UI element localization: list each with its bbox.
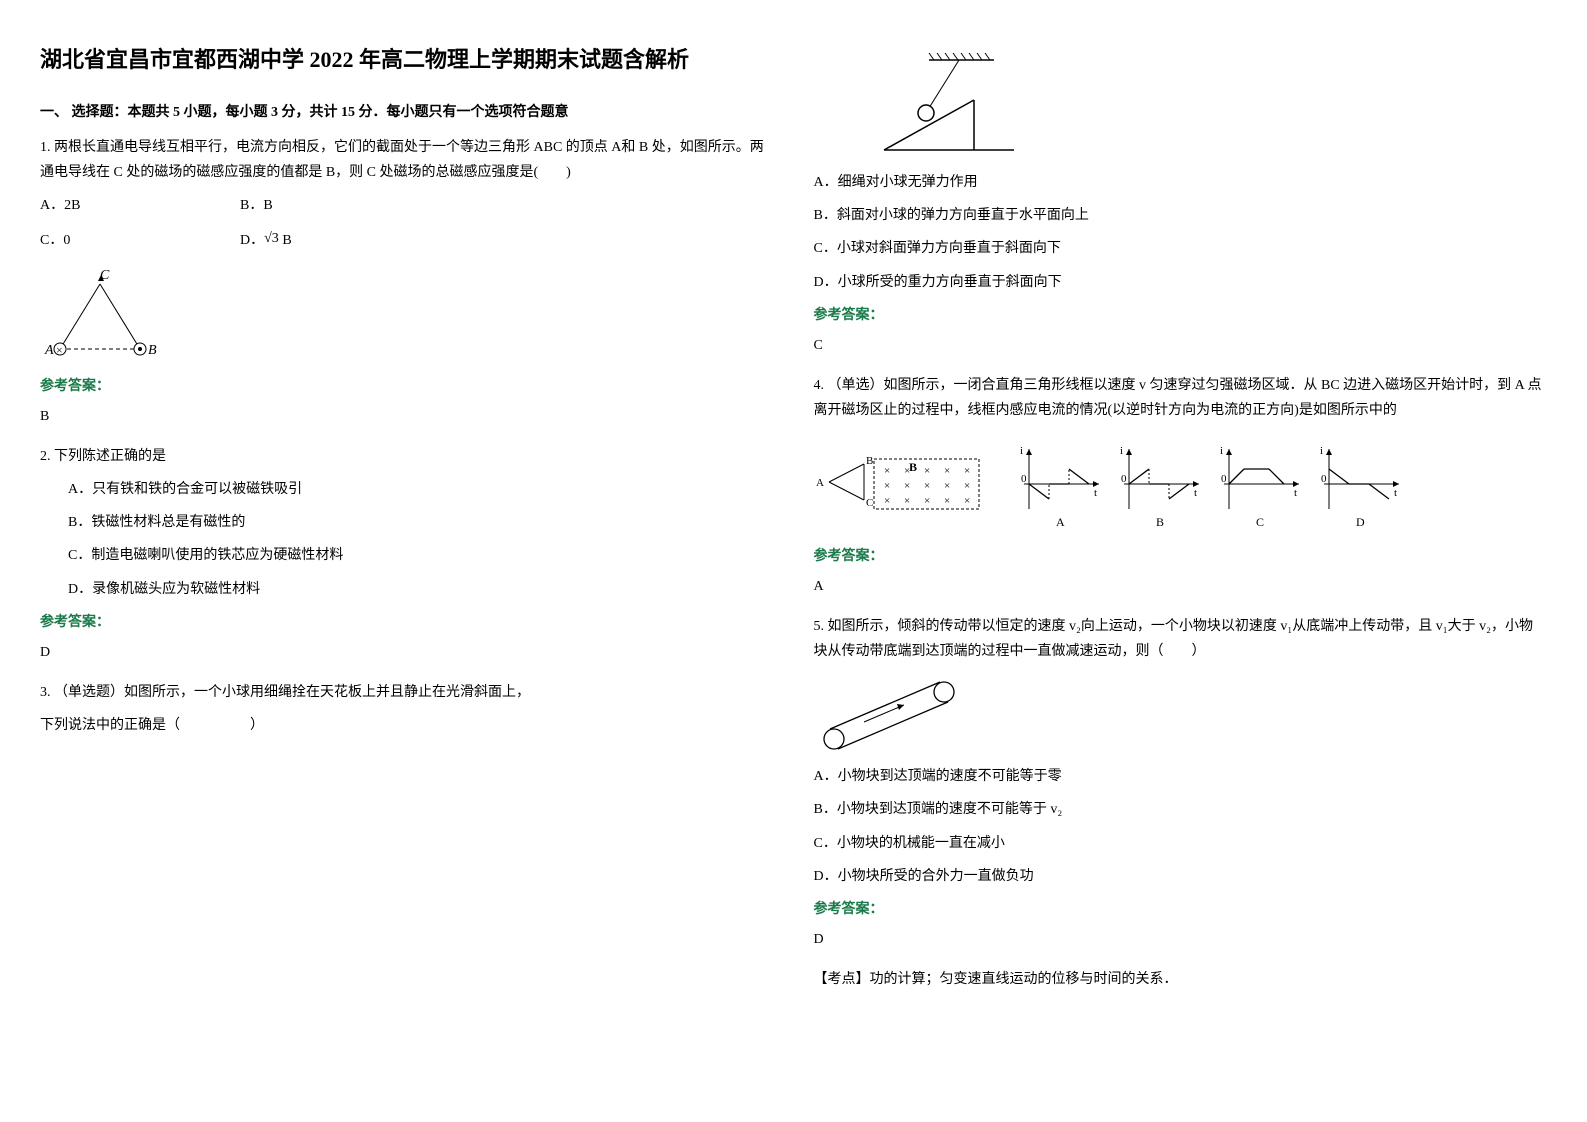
option-a: A．细绳对小球无弹力作用 <box>814 170 1548 195</box>
question-text: 下列说法中的正确是（ ） <box>40 713 774 738</box>
svg-text:×: × <box>944 495 950 507</box>
question-text: 1. 两根长直通电导线互相平行，电流方向相反，它们的截面处于一个等边三角形 AB… <box>40 135 774 185</box>
svg-text:t: t <box>1394 487 1397 499</box>
option-b: B．铁磁性材料总是有磁性的 <box>68 510 774 535</box>
svg-text:D: D <box>1356 515 1365 529</box>
triangle-diagram: C A × B <box>40 264 774 364</box>
svg-text:×: × <box>924 480 930 492</box>
exam-note: 【考点】功的计算；匀变速直线运动的位移与时间的关系． <box>814 967 1548 992</box>
svg-text:×: × <box>944 465 950 477</box>
svg-text:×: × <box>884 465 890 477</box>
option-c: C．制造电磁喇叭使用的铁芯应为硬磁性材料 <box>68 543 774 568</box>
svg-text:×: × <box>924 495 930 507</box>
question-2: 2. 下列陈述正确的是 A．只有铁和铁的合金可以被磁铁吸引 B．铁磁性材料总是有… <box>40 444 774 665</box>
answer-label: 参考答案： <box>814 897 1548 922</box>
svg-text:A: A <box>816 477 824 489</box>
option-a: A．小物块到达顶端的速度不可能等于零 <box>814 764 1548 789</box>
svg-text:×: × <box>924 465 930 477</box>
answer-value: A <box>814 574 1548 599</box>
question-5: 5. 如图所示，倾斜的传动带以恒定的速度 v₂向上运动，一个小物块以初速度 v₁… <box>814 614 1548 993</box>
svg-text:×: × <box>904 495 910 507</box>
option-b: B．B <box>240 193 360 218</box>
exam-title: 湖北省宜昌市宜都西湖中学 2022 年高二物理上学期期末试题含解析 <box>40 40 774 80</box>
option-c: C．小物块的机械能一直在减小 <box>814 831 1548 856</box>
option-c: C．0 <box>40 228 160 253</box>
svg-text:0: 0 <box>1321 473 1327 485</box>
svg-text:B: B <box>909 460 917 474</box>
svg-text:0: 0 <box>1121 473 1127 485</box>
question-text: 3. （单选题）如图所示，一个小球用细绳拴在天花板上并且静止在光滑斜面上， <box>40 680 774 705</box>
option-d-prefix: D． <box>240 233 264 248</box>
svg-text:C: C <box>1256 515 1264 529</box>
answer-value: B <box>40 404 774 429</box>
svg-text:B: B <box>866 455 873 467</box>
option-d: D．录像机磁头应为软磁性材料 <box>68 577 774 602</box>
svg-text:×: × <box>56 343 63 357</box>
conveyor-diagram <box>814 674 1548 754</box>
svg-text:C: C <box>866 497 873 509</box>
right-column: A．细绳对小球无弹力作用 B．斜面对小球的弹力方向垂直于水平面向上 C．小球对斜… <box>814 40 1548 1003</box>
question-1: 1. 两根长直通电导线互相平行，电流方向相反，它们的截面处于一个等边三角形 AB… <box>40 135 774 429</box>
answer-label: 参考答案： <box>40 610 774 635</box>
options-list: A．小物块到达顶端的速度不可能等于零 B．小物块到达顶端的速度不可能等于 v₂ … <box>814 764 1548 889</box>
svg-text:0: 0 <box>1221 473 1227 485</box>
svg-text:t: t <box>1094 487 1097 499</box>
option-d: D．小物块所受的合外力一直做负功 <box>814 864 1548 889</box>
answer-value: D <box>814 927 1548 952</box>
svg-text:×: × <box>964 495 970 507</box>
question-text: 5. 如图所示，倾斜的传动带以恒定的速度 v₂向上运动，一个小物块以初速度 v₁… <box>814 614 1548 664</box>
svg-text:t: t <box>1194 487 1197 499</box>
option-a: A．2B <box>40 193 160 218</box>
answer-value: C <box>814 333 1548 358</box>
options-row: C．0 D．√3 B <box>40 228 774 253</box>
option-d: D．√3 B <box>240 228 360 253</box>
svg-text:A: A <box>44 343 54 358</box>
svg-text:×: × <box>964 480 970 492</box>
svg-text:×: × <box>884 480 890 492</box>
svg-text:0: 0 <box>1021 473 1027 485</box>
section-header: 一、 选择题：本题共 5 小题，每小题 3 分，共计 15 分．每小题只有一个选… <box>40 100 774 125</box>
svg-text:i: i <box>1320 445 1323 457</box>
options-row: A．2B B．B <box>40 193 774 218</box>
svg-text:B: B <box>148 343 157 358</box>
options-list: A．只有铁和铁的合金可以被磁铁吸引 B．铁磁性材料总是有磁性的 C．制造电磁喇叭… <box>40 477 774 602</box>
question-text: 2. 下列陈述正确的是 <box>40 444 774 469</box>
question-text: 4. （单选）如图所示，一闭合直角三角形线框以速度 v 匀速穿过匀强磁场区域．从… <box>814 373 1548 423</box>
svg-text:i: i <box>1020 445 1023 457</box>
svg-text:×: × <box>884 495 890 507</box>
option-d: D．小球所受的重力方向垂直于斜面向下 <box>814 270 1548 295</box>
answer-label: 参考答案： <box>814 303 1548 328</box>
option-b: B．小物块到达顶端的速度不可能等于 v₂ <box>814 797 1548 822</box>
svg-text:t: t <box>1294 487 1297 499</box>
left-column: 湖北省宜昌市宜都西湖中学 2022 年高二物理上学期期末试题含解析 一、 选择题… <box>40 40 774 1003</box>
svg-text:×: × <box>904 480 910 492</box>
option-b: B．斜面对小球的弹力方向垂直于水平面向上 <box>814 203 1548 228</box>
svg-text:A: A <box>1056 515 1065 529</box>
incline-ball-diagram <box>814 50 1548 160</box>
option-d-suffix: B <box>282 233 291 248</box>
answer-label: 参考答案： <box>40 374 774 399</box>
option-c: C．小球对斜面弹力方向垂直于斜面向下 <box>814 236 1548 261</box>
svg-text:i: i <box>1120 445 1123 457</box>
option-a: A．只有铁和铁的合金可以被磁铁吸引 <box>68 477 774 502</box>
svg-text:B: B <box>1156 515 1164 529</box>
question-3-part1: 3. （单选题）如图所示，一个小球用细绳拴在天花板上并且静止在光滑斜面上， 下列… <box>40 680 774 738</box>
svg-text:×: × <box>964 465 970 477</box>
options-list: A．细绳对小球无弹力作用 B．斜面对小球的弹力方向垂直于水平面向上 C．小球对斜… <box>814 170 1548 295</box>
answer-value: D <box>40 640 774 665</box>
q4-diagrams: A B C ××××× ××××× ××××× B i t <box>814 434 1548 534</box>
svg-text:i: i <box>1220 445 1223 457</box>
svg-text:×: × <box>944 480 950 492</box>
answer-label: 参考答案： <box>814 544 1548 569</box>
question-4: 4. （单选）如图所示，一闭合直角三角形线框以速度 v 匀速穿过匀强磁场区域．从… <box>814 373 1548 599</box>
question-3-part2: A．细绳对小球无弹力作用 B．斜面对小球的弹力方向垂直于水平面向上 C．小球对斜… <box>814 170 1548 358</box>
